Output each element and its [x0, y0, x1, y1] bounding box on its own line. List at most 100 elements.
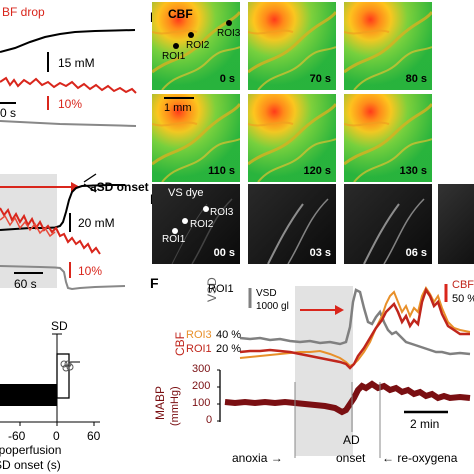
left-mid-mm-scale: 20 mM: [78, 216, 115, 230]
frame-time: 70 s: [309, 73, 331, 85]
left-top-pct-scale: 10%: [58, 97, 83, 111]
frame-time: 06 s: [405, 247, 427, 259]
vsd-frame: 00 s: [152, 184, 240, 264]
e-roi1-marker: [172, 228, 178, 234]
sd-label: SD: [51, 319, 68, 333]
panel-left-mid: aSD onset 20 mM 10% 60 s: [0, 170, 149, 300]
vessel-pattern: [363, 198, 425, 264]
frame-time: 110 s: [208, 165, 235, 177]
gray-trace: [0, 120, 137, 127]
vsd-frame: 06 s: [344, 184, 432, 264]
roi1-label: ROI1: [162, 51, 186, 62]
vessel-pattern: [267, 198, 329, 264]
x-axis-label-1: hypoperfusion: [0, 443, 62, 457]
left-mid-traces: [0, 173, 126, 291]
ad-label: AD: [343, 433, 360, 447]
x-axis-label-2: SD onset (s): [0, 458, 61, 472]
panel-left-bottom: SD -60 0 60 hypoperfusion SD onset (s): [0, 310, 145, 474]
roi1-vsd-label: ROI1: [208, 283, 234, 295]
mm-scale-label: 1 mm: [164, 102, 192, 114]
mabp-tick-label: 300: [192, 363, 211, 375]
x-tick-label: -60: [8, 429, 26, 443]
vsd-frame-partial: [438, 184, 474, 264]
asd-onset-label: aSD onset: [90, 180, 149, 194]
left-top-time-scale: 0 s: [0, 106, 17, 120]
cbf-scale-label-top: CBF: [452, 279, 474, 291]
panel-f: F VSD ROI1 VSD 1000 gl CBF CBF 50 % ROI3…: [150, 272, 474, 474]
roi1-f-label: ROI1: [186, 343, 212, 355]
time-scale-label: 2 min: [410, 417, 440, 431]
sd-point: [62, 364, 70, 372]
hypoperfusion-bar: [0, 384, 57, 406]
sd-point: [66, 363, 74, 371]
left-top-traces: [0, 29, 137, 127]
anoxia-arrowhead: [335, 305, 344, 315]
red-trace-b: [0, 214, 56, 238]
cbf-scale-pct: 50 %: [452, 293, 474, 305]
gray-trace: [0, 265, 126, 291]
roi2-marker: [188, 32, 194, 38]
roi3-f-label: ROI3: [186, 329, 212, 341]
red-trace-a: [0, 207, 101, 255]
cbf-title: CBF: [168, 7, 193, 21]
roi3-trace: [239, 286, 471, 368]
e-roi3-marker: [203, 206, 209, 212]
frame-time: 0 s: [219, 73, 235, 85]
panel-left-top: BF drop 15 mM 10% 0 s: [0, 0, 140, 140]
vsd-scale-line2: 1000 gl: [256, 301, 289, 312]
e-roi2-marker: [182, 218, 188, 224]
onset-marker-a: [83, 173, 97, 183]
roi1-marker: [173, 43, 179, 49]
x-tick-label: 60: [87, 429, 101, 443]
cbf-frame: 110 s: [152, 94, 240, 182]
x-tick-label: 0: [53, 429, 60, 443]
vessel-pattern: [344, 11, 432, 90]
sd-point: [60, 360, 68, 368]
vsd-frame: 03 s: [248, 184, 336, 264]
vessel-pattern: [152, 103, 240, 182]
vessel-pattern: [248, 11, 336, 90]
cbf-frame: 80 s: [344, 2, 432, 90]
left-mid-pct-scale: 10%: [78, 264, 103, 278]
mm-scalebar: [164, 97, 194, 99]
cbf-drop-label: BF drop: [2, 5, 45, 19]
vessel-pattern: [171, 198, 233, 264]
left-bottom-plot: [0, 333, 100, 426]
red-trace: [0, 76, 137, 94]
vs-dye-title: VS dye: [168, 187, 204, 199]
vsd-scale-line1: VSD: [256, 288, 277, 299]
onset-label: onset: [336, 451, 366, 465]
mabp-axis-unit: (mmHg): [169, 386, 181, 426]
vsd-trace: [239, 288, 471, 356]
mabp-tick-label: 200: [192, 380, 211, 392]
roi3-marker: [226, 20, 232, 26]
reoxygenation-label: ← re-oxygena: [382, 451, 458, 465]
anoxia-shaded-region: [295, 286, 353, 456]
cbf-frame: 130 s: [344, 94, 432, 182]
frame-time: 00 s: [213, 247, 235, 259]
mabp-trace: [224, 380, 471, 416]
e-roi1-label: ROI1: [162, 234, 186, 245]
frame-time: 130 s: [399, 165, 427, 177]
vessel-pattern: [344, 103, 432, 182]
mabp-tick-label: 100: [192, 397, 211, 409]
frame-time: 03 s: [309, 247, 331, 259]
mabp-tick-label: 0: [206, 414, 213, 426]
cbf-frame: 70 s: [248, 2, 336, 90]
mabp-axis-label: MABP: [153, 385, 167, 420]
frame-time: 120 s: [303, 165, 331, 177]
vessel-pattern: [152, 11, 240, 90]
black-trace: [0, 29, 136, 53]
vessel-pattern: [248, 103, 336, 182]
cbf-frame: 120 s: [248, 94, 336, 182]
panel-e: E 00 s03 s06 s VS dye ROI3 ROI2 ROI1: [150, 182, 474, 266]
roi3-label: ROI3: [217, 28, 241, 39]
e-roi3-label: ROI3: [210, 207, 234, 218]
cbf-frame: 0 s: [152, 2, 240, 90]
panel-f-letter: F: [150, 275, 159, 291]
anoxia-label: anoxia →: [232, 451, 283, 465]
left-mid-time-scale: 60 s: [14, 277, 37, 291]
cbf-axis-label: CBF: [173, 332, 187, 356]
roi1-trace: [239, 287, 470, 370]
